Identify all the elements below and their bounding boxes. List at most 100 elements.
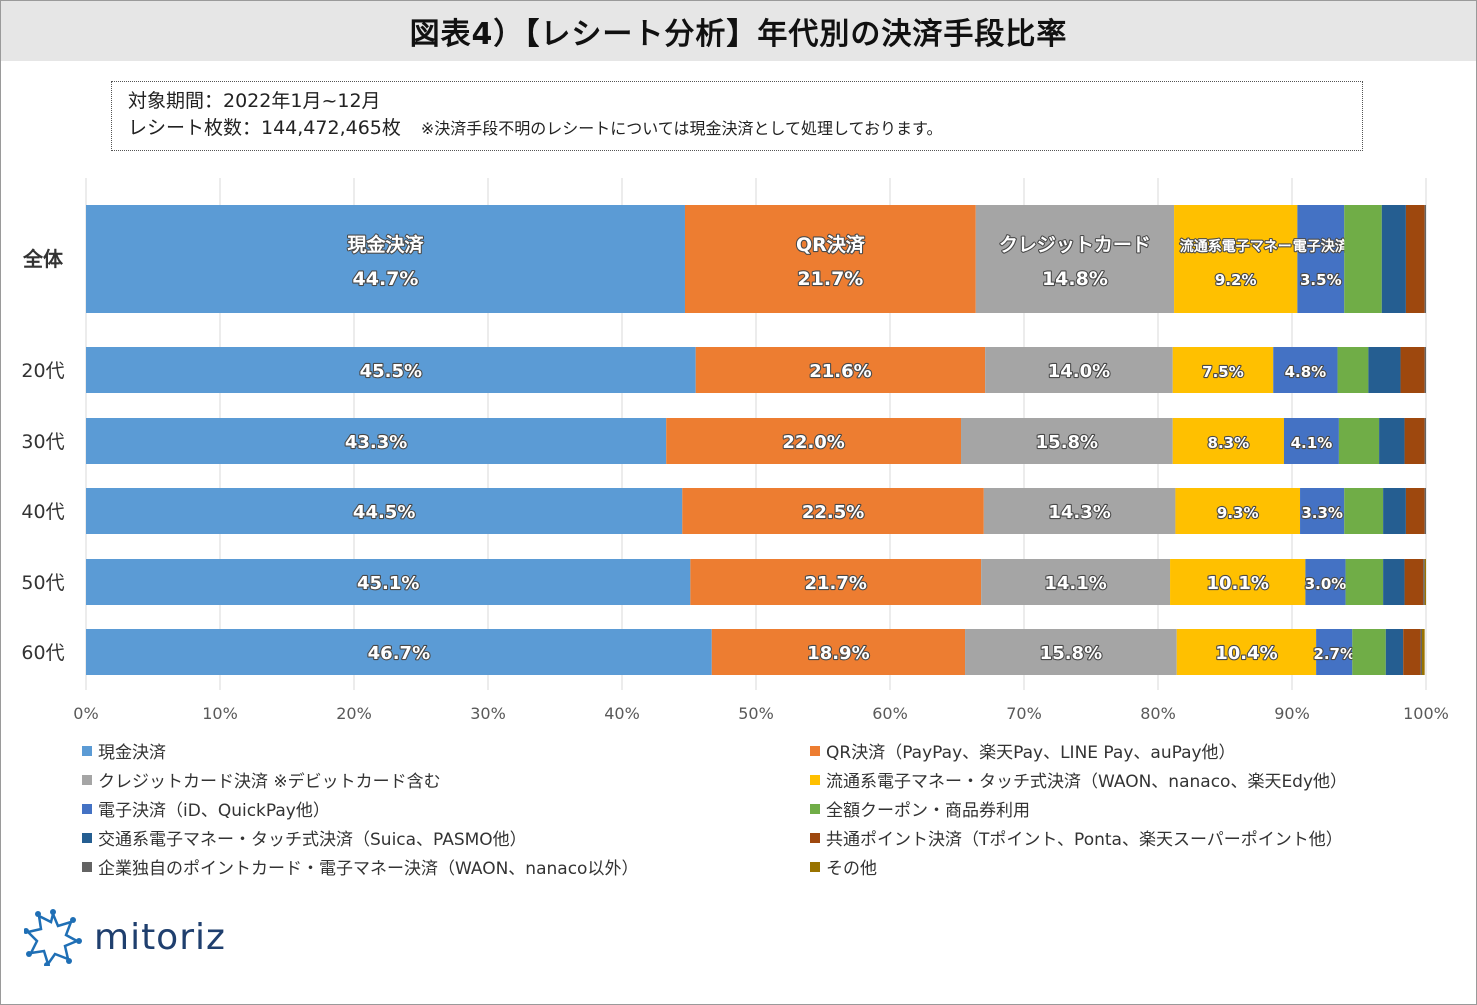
legend-swatch (810, 861, 820, 872)
legend-swatch (810, 832, 820, 843)
legend-swatch (82, 774, 92, 785)
bar-segment (1172, 418, 1284, 464)
bar-segment (1273, 347, 1338, 393)
bar-segment (1383, 559, 1405, 605)
legend-label: 流通系電子マネー・タッチ式決済（WAON、nanaco、楽天Edy他） (826, 772, 1348, 792)
x-tick-label: 20% (336, 704, 372, 723)
category-label: 50代 (21, 572, 64, 594)
data-label-value: 15.8% (1036, 432, 1098, 453)
bar-segment (1424, 488, 1426, 534)
bar-segment (86, 629, 712, 675)
bar-segment (1300, 488, 1345, 534)
bar-segment (1345, 559, 1384, 605)
data-label-value: 18.9% (807, 643, 869, 664)
bar-segment (981, 559, 1171, 605)
bar-segment (965, 629, 1177, 675)
legend-item: 電子決済（iD、QuickPay他） (82, 796, 330, 821)
legend-label: その他 (826, 859, 877, 879)
data-label-value: 15.8% (1040, 643, 1102, 664)
data-label-value: 14.3% (1048, 502, 1110, 523)
data-label-name: 電子決済 (1293, 238, 1350, 255)
data-label-value: 8.3% (1208, 434, 1250, 452)
legend-swatch (82, 832, 92, 843)
data-label-value: 4.8% (1285, 363, 1327, 381)
legend-swatch (810, 774, 820, 785)
data-label-value: 9.2% (1215, 271, 1257, 289)
bar-segment (1283, 418, 1339, 464)
bar-segment (682, 488, 984, 534)
data-label-value: 9.3% (1217, 504, 1259, 522)
bar-segment (1383, 488, 1406, 534)
logo-mark-icon (24, 909, 82, 966)
bar-segment (86, 488, 683, 534)
data-label-value: 45.1% (357, 573, 419, 594)
bar-segment (1170, 559, 1306, 605)
bar-segment (1337, 347, 1369, 393)
x-tick-label: 80% (1140, 704, 1176, 723)
bar-segment (1297, 205, 1345, 313)
x-tick-label: 30% (470, 704, 506, 723)
bar-segment (1404, 559, 1424, 605)
bar-segment (1385, 629, 1404, 675)
legend-item: 交通系電子マネー・タッチ式決済（Suica、PASMO他） (82, 825, 527, 850)
bar-segment (1176, 629, 1317, 675)
data-label-value: 14.0% (1048, 361, 1110, 382)
data-label-value: 2.7% (1313, 645, 1355, 663)
legend-swatch (810, 745, 820, 756)
receipts-note-line: レシート枚数：144,472,465枚 ※決済手段不明のレシートについては現金決済… (128, 115, 1362, 142)
x-tick-label: 60% (872, 704, 908, 723)
data-label-value: 10.4% (1215, 643, 1277, 664)
data-label-value: 22.5% (802, 502, 864, 523)
bar-segment (86, 559, 691, 605)
legend-label: QR決済（PayPay、楽天Pay、LINE Pay、auPay他） (826, 743, 1236, 763)
legend-item: 現金決済 (82, 738, 166, 763)
data-label-value: 14.8% (1042, 268, 1108, 290)
bar-segment (684, 205, 976, 313)
receipts-note: レシート枚数：144,472,465枚 (128, 117, 401, 139)
notes-box: 対象期間：2022年1月~12月 レシート枚数：144,472,465枚 ※決済手… (111, 81, 1363, 151)
bar-segment (1403, 629, 1421, 675)
data-label-value: 14.1% (1044, 573, 1106, 594)
data-label-name: クレジットカード (999, 234, 1151, 256)
legend-swatch (82, 861, 92, 872)
data-label-name: QR決済 (796, 233, 866, 256)
x-tick-label: 0% (73, 704, 98, 723)
legend-label: 全額クーポン・商品券利用 (826, 801, 1030, 821)
bar-segment (1424, 347, 1426, 393)
x-tick-label: 70% (1006, 704, 1042, 723)
bar-segment (1423, 559, 1425, 605)
legend-item: 共通ポイント決済（Tポイント、Ponta、楽天スーパーポイント他） (810, 825, 1343, 850)
logo-text: mitoriz (94, 916, 226, 958)
bar-segment (666, 418, 962, 464)
x-tick-label: 10% (202, 704, 238, 723)
legend-item: 全額クーポン・商品券利用 (810, 796, 1030, 821)
bar-segment (1420, 629, 1422, 675)
legend-label: 電子決済（iD、QuickPay他） (98, 801, 330, 821)
bar-segment (1305, 559, 1346, 605)
category-label: 20代 (21, 360, 64, 382)
bar-segment (1316, 629, 1353, 675)
bar-segment (1368, 347, 1401, 393)
bar-segment (1405, 488, 1425, 534)
data-label-value: 22.0% (782, 432, 844, 453)
bar-segment (1424, 418, 1426, 464)
data-label-value: 46.7% (368, 643, 430, 664)
data-label-value: 44.5% (353, 502, 415, 523)
data-label-value: 3.3% (1301, 504, 1343, 522)
legend-label: クレジットカード決済 ※デビットカード含む (98, 772, 441, 792)
category-label: 30代 (21, 431, 64, 453)
legend-label: 現金決済 (98, 743, 166, 763)
bar-segment (1381, 205, 1406, 313)
bar-segment (1424, 559, 1426, 605)
data-label-value: 21.6% (809, 361, 871, 382)
legend-item: 企業独自のポイントカード・電子マネー決済（WAON、nanaco以外） (82, 854, 638, 879)
legend-item: クレジットカード決済 ※デビットカード含む (82, 767, 441, 792)
legend-item: QR決済（PayPay、楽天Pay、LINE Pay、auPay他） (810, 738, 1236, 763)
bar-segment (695, 347, 986, 393)
bar-segment (86, 205, 685, 313)
data-label-value: 45.5% (360, 361, 422, 382)
bar-segment (711, 629, 966, 675)
data-label-value: 3.0% (1305, 575, 1347, 593)
data-label-value: 21.7% (797, 268, 863, 290)
bar-segment (1175, 488, 1301, 534)
